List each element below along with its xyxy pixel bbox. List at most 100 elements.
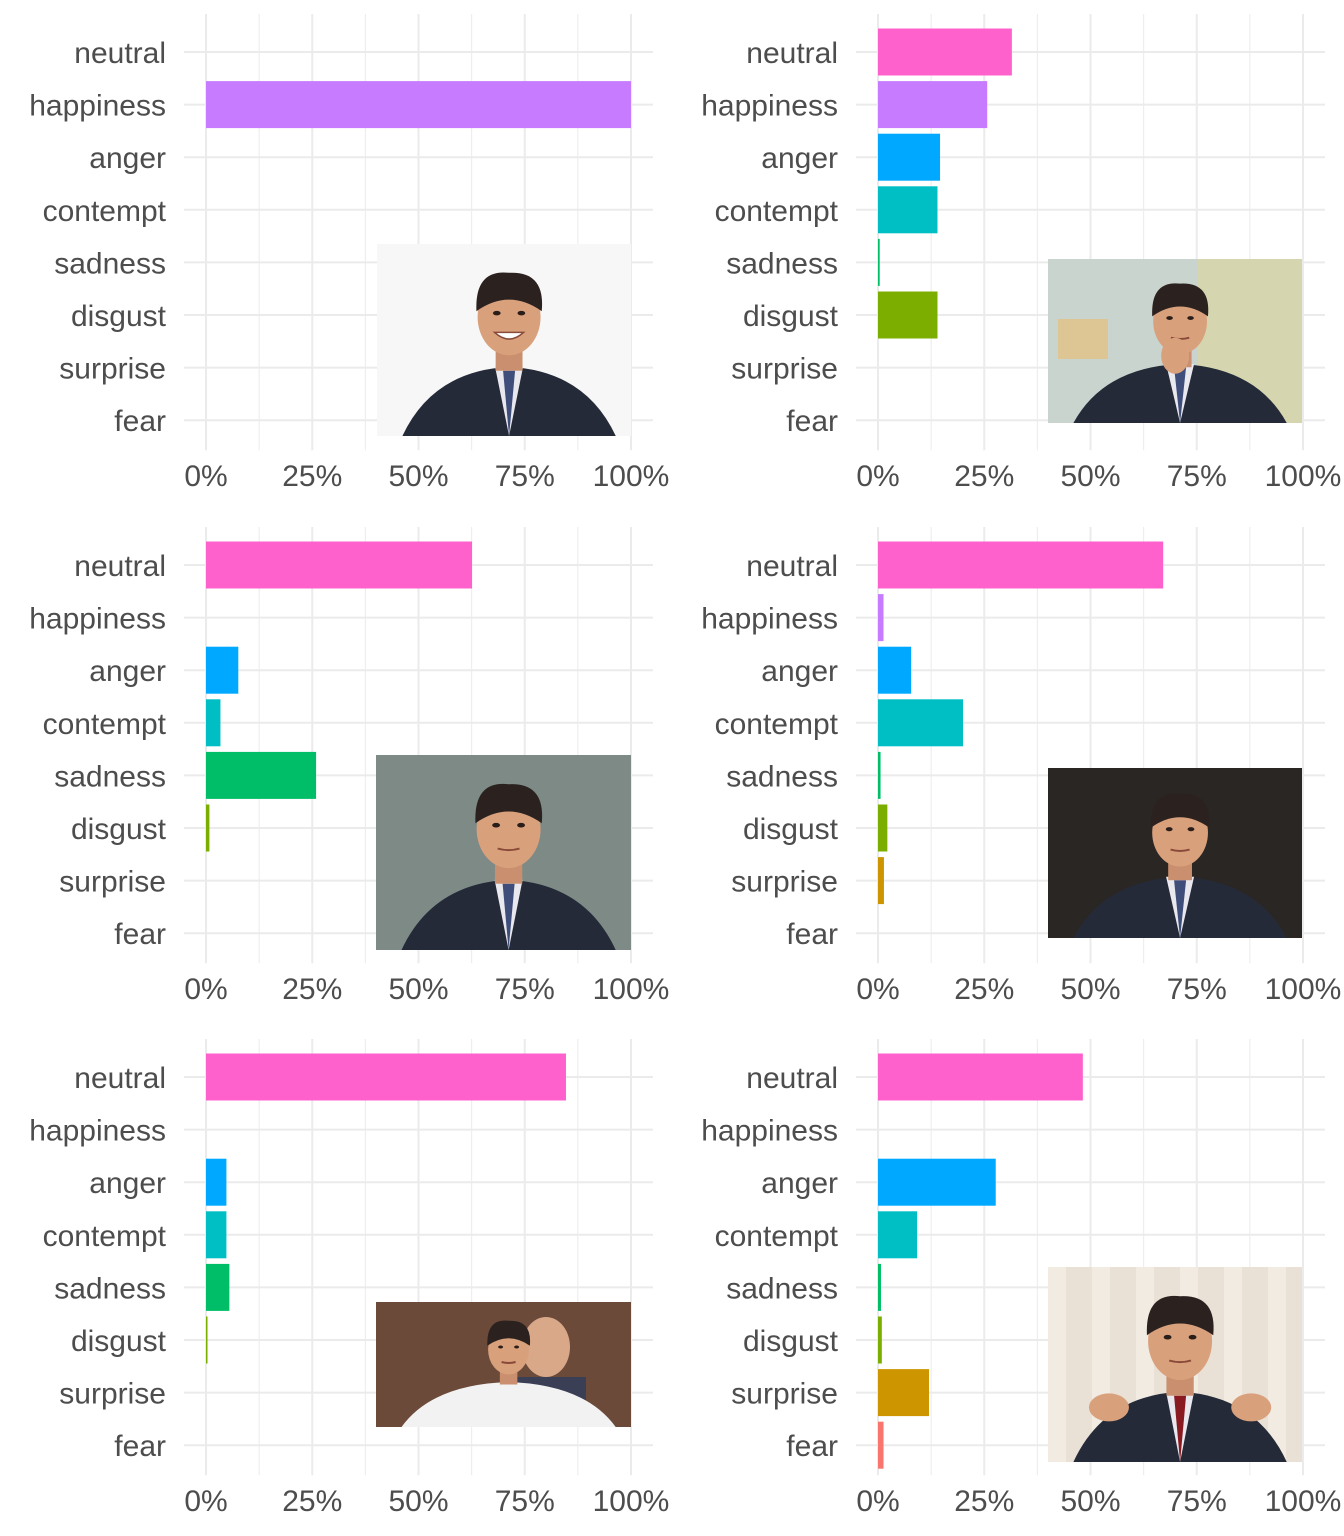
category-label: fear — [114, 1430, 166, 1463]
category-label: disgust — [743, 300, 839, 333]
category-label: contempt — [715, 1220, 839, 1253]
x-tick-label: 75% — [1167, 973, 1227, 1006]
bar-anger — [878, 133, 941, 181]
x-tick-label: 25% — [954, 460, 1014, 493]
bar-neutral — [878, 28, 1012, 76]
category-label: happiness — [701, 90, 838, 123]
bar-sadness — [878, 238, 880, 286]
x-tick-label: 100% — [1265, 973, 1342, 1006]
category-label: happiness — [29, 90, 166, 123]
category-label: surprise — [59, 866, 166, 899]
portrait-photo — [376, 755, 631, 950]
bar-surprise — [878, 1369, 929, 1417]
chart-panel-2: neutral happiness anger contempt sadness disg… — [701, 14, 1341, 493]
x-tick-label: 25% — [954, 973, 1014, 1006]
chart-panel-5: neutral happiness anger contempt sadness disg… — [29, 1039, 669, 1518]
bar-anger — [878, 1158, 996, 1206]
chart-panel-3: neutral happiness anger contempt sadness disg… — [29, 527, 669, 1006]
category-label: surprise — [731, 866, 838, 899]
category-label: disgust — [71, 300, 167, 333]
x-tick-label: 100% — [593, 460, 670, 493]
category-label: contempt — [715, 708, 839, 741]
category-label: fear — [114, 405, 166, 438]
x-tick-label: 25% — [282, 973, 342, 1006]
category-label: anger — [761, 142, 838, 175]
bar-disgust — [206, 1316, 208, 1364]
category-label: disgust — [71, 1325, 167, 1358]
category-label: surprise — [731, 1378, 838, 1411]
category-label: neutral — [74, 37, 166, 70]
category-label: fear — [786, 1430, 838, 1463]
category-label: contempt — [43, 1220, 167, 1253]
category-label: fear — [786, 405, 838, 438]
bar-disgust — [206, 804, 210, 852]
x-tick-label: 0% — [856, 460, 899, 493]
chart-panel-4: neutral happiness anger contempt sadness disg… — [701, 527, 1341, 1006]
portrait-photo — [376, 1302, 631, 1427]
portrait-photo — [1048, 768, 1302, 938]
bar-anger — [206, 1158, 227, 1206]
x-tick-label: 50% — [388, 1485, 448, 1518]
category-label: sadness — [54, 1272, 166, 1305]
category-label: sadness — [726, 247, 838, 280]
category-label: anger — [761, 1167, 838, 1200]
x-tick-label: 100% — [593, 1485, 670, 1518]
x-tick-label: 25% — [282, 1485, 342, 1518]
bar-fear — [878, 1421, 884, 1469]
category-label: fear — [786, 918, 838, 951]
x-tick-label: 75% — [1167, 460, 1227, 493]
category-label: sadness — [726, 1272, 838, 1305]
bar-sadness — [206, 1263, 230, 1311]
bar-contempt — [878, 1211, 918, 1259]
category-label: disgust — [743, 813, 839, 846]
x-tick-label: 0% — [856, 973, 899, 1006]
x-tick-label: 25% — [954, 1485, 1014, 1518]
category-label: anger — [89, 1167, 166, 1200]
category-label: happiness — [701, 1115, 838, 1148]
category-label: surprise — [59, 353, 166, 386]
category-label: sadness — [726, 760, 838, 793]
category-label: neutral — [746, 1062, 838, 1095]
category-label: neutral — [74, 550, 166, 583]
x-tick-label: 0% — [184, 460, 227, 493]
category-label: sadness — [54, 247, 166, 280]
category-label: disgust — [71, 813, 167, 846]
x-tick-label: 75% — [495, 973, 555, 1006]
category-label: contempt — [43, 708, 167, 741]
category-label: sadness — [54, 760, 166, 793]
bar-sadness — [878, 1263, 881, 1311]
bar-surprise — [878, 857, 884, 905]
category-label: contempt — [43, 195, 167, 228]
bar-neutral — [206, 541, 473, 589]
x-tick-label: 50% — [388, 973, 448, 1006]
category-label: disgust — [743, 1325, 839, 1358]
bar-contempt — [206, 1211, 227, 1259]
category-label: contempt — [715, 195, 839, 228]
bar-neutral — [878, 541, 1164, 589]
bar-happiness — [206, 81, 631, 129]
bar-happiness — [878, 594, 884, 642]
category-label: anger — [89, 142, 166, 175]
category-label: anger — [89, 655, 166, 688]
x-tick-label: 75% — [495, 460, 555, 493]
portrait-photo — [1048, 259, 1302, 423]
x-tick-label: 0% — [856, 1485, 899, 1518]
bar-sadness — [878, 751, 881, 799]
category-label: happiness — [29, 603, 166, 636]
x-tick-label: 100% — [1265, 460, 1342, 493]
x-tick-label: 25% — [282, 460, 342, 493]
bar-contempt — [878, 186, 938, 234]
x-tick-label: 50% — [388, 460, 448, 493]
bar-disgust — [878, 1316, 882, 1364]
chart-panel-1: neutral happiness anger contempt sadness disg… — [29, 14, 669, 493]
bar-contempt — [206, 699, 221, 747]
x-tick-label: 75% — [1167, 1485, 1227, 1518]
x-tick-label: 100% — [1265, 1485, 1342, 1518]
bar-anger — [206, 646, 239, 694]
x-tick-label: 50% — [1060, 973, 1120, 1006]
category-label: happiness — [701, 603, 838, 636]
bar-disgust — [878, 291, 938, 339]
x-tick-label: 50% — [1060, 460, 1120, 493]
chart-panel-6: neutral happiness anger contempt sadness disg… — [701, 1039, 1341, 1518]
